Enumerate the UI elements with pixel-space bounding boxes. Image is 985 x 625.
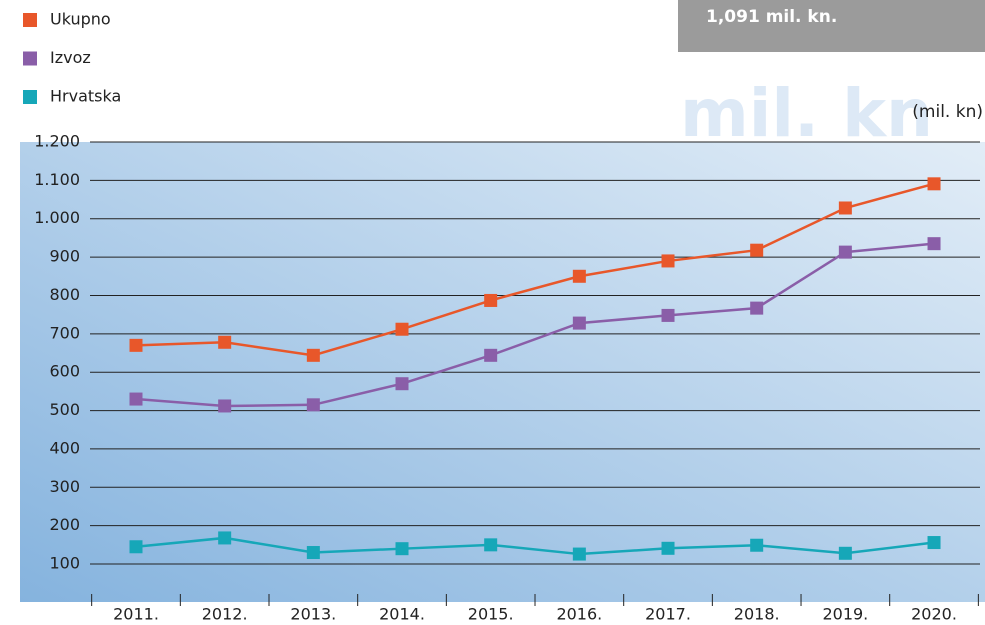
data-point [572, 547, 586, 561]
y-tick-label: 400 [49, 438, 80, 457]
data-point [927, 536, 941, 550]
data-point [661, 541, 675, 555]
series-line [135, 242, 935, 408]
data-point [484, 348, 498, 362]
data-point [750, 301, 764, 315]
data-point [927, 237, 941, 251]
y-tick-label: 600 [49, 362, 80, 381]
y-tick-label: 1.100 [34, 170, 80, 189]
data-point [306, 398, 320, 412]
data-point [750, 243, 764, 257]
data-point [395, 377, 409, 391]
data-point [129, 392, 143, 406]
x-tick-label: 2014. [379, 605, 425, 624]
data-point [129, 338, 143, 352]
y-tick-label: 200 [49, 515, 80, 534]
y-tick-label: 500 [49, 400, 80, 419]
data-point [484, 293, 498, 307]
data-point [218, 335, 232, 349]
data-point [129, 540, 143, 554]
data-point [218, 531, 232, 545]
data-point [838, 546, 852, 560]
watermark: mil. kn [680, 75, 933, 152]
data-point [661, 254, 675, 268]
x-tick-label: 2013. [290, 605, 336, 624]
data-point [218, 399, 232, 413]
x-tick-label: 2017. [645, 605, 691, 624]
data-point [306, 348, 320, 362]
y-tick-label: 1.200 [34, 132, 80, 151]
x-tick-label: 2012. [202, 605, 248, 624]
data-point [572, 269, 586, 283]
data-point [927, 177, 941, 191]
data-point [572, 316, 586, 330]
series-line [135, 182, 935, 357]
y-tick-label: 100 [49, 554, 80, 573]
y-tick-label: 900 [49, 247, 80, 266]
data-point [661, 308, 675, 322]
highlight-text: 1,091 mil. kn. [706, 7, 837, 27]
legend-label: Ukupno [50, 10, 111, 29]
data-point [838, 245, 852, 259]
data-point [750, 538, 764, 552]
data-point [306, 546, 320, 560]
data-point [395, 542, 409, 556]
legend-label: Izvoz [50, 48, 91, 67]
x-tick-label: 2011. [113, 605, 159, 624]
x-tick-label: 2019. [822, 605, 868, 624]
legend-label: Hrvatska [50, 87, 121, 106]
highlight-box [678, 0, 985, 52]
legend-swatch [23, 13, 37, 27]
data-point [484, 538, 498, 552]
series-line [135, 536, 935, 556]
y-tick-label: 700 [49, 323, 80, 342]
unit-label: (mil. kn) [912, 102, 983, 122]
legend-swatch [23, 90, 37, 104]
data-point [838, 201, 852, 215]
x-tick-label: 2015. [468, 605, 514, 624]
x-tick-label: 2020. [911, 605, 957, 624]
data-point [395, 322, 409, 336]
x-tick-label: 2016. [556, 605, 602, 624]
y-tick-label: 800 [49, 285, 80, 304]
x-tick-label: 2018. [734, 605, 780, 624]
legend-swatch [23, 51, 37, 66]
y-tick-label: 1.000 [34, 208, 80, 227]
y-tick-label: 300 [49, 477, 80, 496]
